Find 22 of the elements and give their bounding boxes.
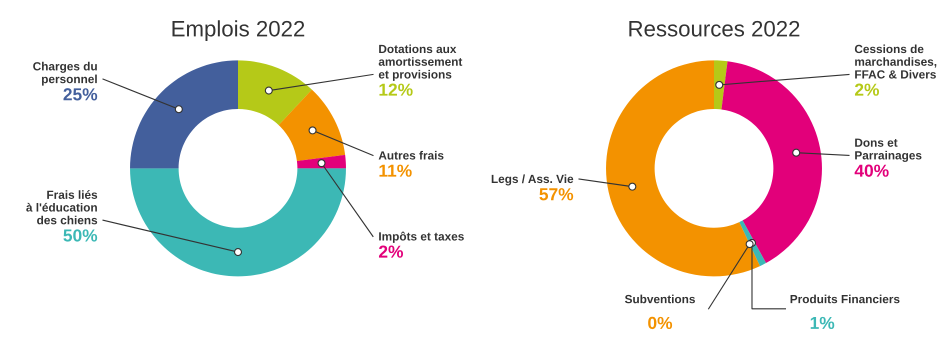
text: 0% [648, 316, 672, 330]
data-label: 12% [379, 84, 413, 96]
slice-label: Autres frais [378, 150, 444, 160]
data-label: 11% [379, 164, 412, 177]
data-label: 57% [539, 188, 574, 200]
slice-label: Charges du personnel [33, 62, 97, 86]
data-label: 2% [378, 246, 404, 258]
slice-label: Dons et Parrainages [855, 138, 922, 162]
slice-label: Impôts et taxes [379, 232, 464, 243]
category-label: Subventions [624, 294, 695, 304]
data-label: 25% [63, 88, 98, 100]
data-label: 40% [854, 164, 889, 177]
chart-title: Ressources 2022 [629, 20, 800, 37]
chart-title: Emplois 2022 [172, 20, 304, 41]
slice-label: Frais liés à l'éducation des chiens [26, 190, 98, 224]
slice-label: Dotations aux amortissement et provisions [378, 44, 462, 81]
data-label: 1% [810, 316, 834, 330]
slice-label: Cessions de marchandises, FFAC & Divers [854, 44, 936, 79]
slice-label: Legs / Ass. Vie [492, 174, 574, 186]
data-label: 50% [63, 229, 98, 242]
data-label: 2% [854, 84, 880, 96]
slice-label: Produits Financiers [790, 294, 900, 304]
